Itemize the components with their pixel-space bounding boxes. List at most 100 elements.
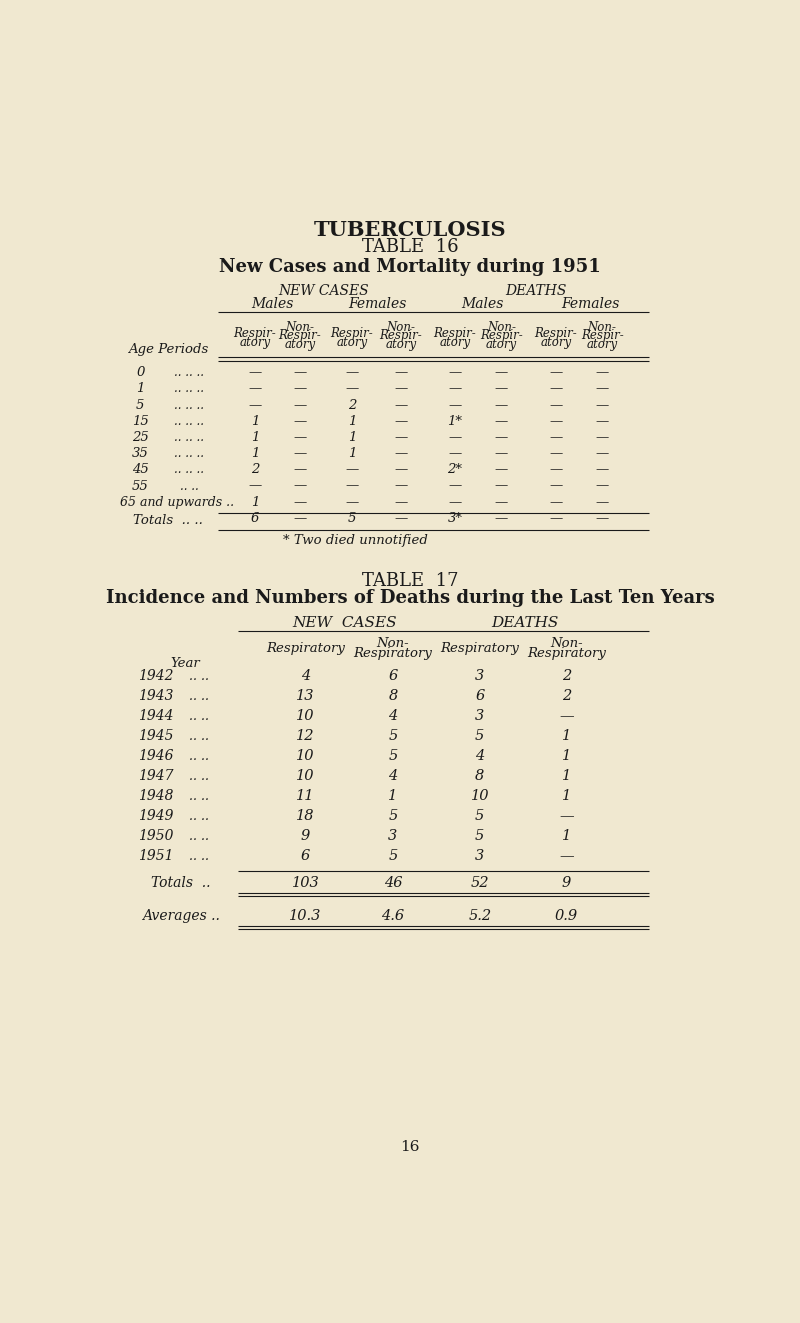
Text: Males: Males bbox=[462, 298, 504, 311]
Text: —: — bbox=[448, 366, 462, 380]
Text: 5.2: 5.2 bbox=[468, 909, 491, 922]
Text: 5: 5 bbox=[475, 810, 484, 823]
Text: 1950: 1950 bbox=[138, 830, 174, 843]
Text: 1949: 1949 bbox=[138, 810, 174, 823]
Text: —: — bbox=[248, 382, 262, 396]
Text: 1: 1 bbox=[251, 496, 259, 508]
Text: —: — bbox=[595, 463, 609, 476]
Text: .. ..: .. .. bbox=[189, 709, 210, 722]
Text: TUBERCULOSIS: TUBERCULOSIS bbox=[314, 220, 506, 239]
Text: 12: 12 bbox=[296, 729, 314, 744]
Text: atory: atory bbox=[486, 337, 517, 351]
Text: 3: 3 bbox=[475, 709, 484, 724]
Text: —: — bbox=[294, 512, 306, 525]
Text: 16: 16 bbox=[400, 1139, 420, 1154]
Text: —: — bbox=[394, 496, 407, 508]
Text: 10: 10 bbox=[296, 749, 314, 763]
Text: —: — bbox=[549, 479, 562, 492]
Text: Females: Females bbox=[348, 298, 406, 311]
Text: —: — bbox=[595, 512, 609, 525]
Text: 5: 5 bbox=[388, 729, 398, 744]
Text: —: — bbox=[595, 382, 609, 396]
Text: —: — bbox=[595, 496, 609, 508]
Text: 25: 25 bbox=[132, 431, 149, 445]
Text: —: — bbox=[549, 431, 562, 445]
Text: —: — bbox=[495, 512, 508, 525]
Text: —: — bbox=[294, 447, 306, 460]
Text: Respir-: Respir- bbox=[581, 329, 623, 343]
Text: —: — bbox=[549, 496, 562, 508]
Text: —: — bbox=[495, 366, 508, 380]
Text: Respiratory: Respiratory bbox=[440, 642, 519, 655]
Text: 1: 1 bbox=[251, 447, 259, 460]
Text: 2: 2 bbox=[562, 689, 571, 704]
Text: .. .. ..: .. .. .. bbox=[174, 431, 204, 445]
Text: 1947: 1947 bbox=[138, 769, 174, 783]
Text: 1: 1 bbox=[562, 769, 571, 783]
Text: —: — bbox=[448, 398, 462, 411]
Text: Respir-: Respir- bbox=[330, 327, 374, 340]
Text: .. ..: .. .. bbox=[189, 770, 210, 783]
Text: —: — bbox=[394, 366, 407, 380]
Text: 5: 5 bbox=[348, 512, 356, 525]
Text: —: — bbox=[346, 496, 358, 508]
Text: NEW  CASES: NEW CASES bbox=[292, 617, 397, 630]
Text: Respiratory: Respiratory bbox=[354, 647, 432, 660]
Text: 6: 6 bbox=[475, 689, 484, 704]
Text: —: — bbox=[495, 382, 508, 396]
Text: 1*: 1* bbox=[447, 415, 462, 427]
Text: —: — bbox=[248, 398, 262, 411]
Text: —: — bbox=[394, 447, 407, 460]
Text: —: — bbox=[495, 447, 508, 460]
Text: Respir-: Respir- bbox=[278, 329, 322, 343]
Text: atory: atory bbox=[239, 336, 270, 348]
Text: 5: 5 bbox=[388, 810, 398, 823]
Text: —: — bbox=[549, 463, 562, 476]
Text: 1: 1 bbox=[348, 431, 356, 445]
Text: 1: 1 bbox=[251, 431, 259, 445]
Text: 1: 1 bbox=[562, 790, 571, 803]
Text: —: — bbox=[394, 431, 407, 445]
Text: —: — bbox=[346, 463, 358, 476]
Text: .. .. ..: .. .. .. bbox=[174, 366, 204, 380]
Text: —: — bbox=[448, 447, 462, 460]
Text: Totals  ..: Totals .. bbox=[151, 876, 210, 889]
Text: —: — bbox=[595, 398, 609, 411]
Text: .. ..: .. .. bbox=[189, 750, 210, 763]
Text: Males: Males bbox=[251, 298, 294, 311]
Text: .. ..: .. .. bbox=[189, 810, 210, 823]
Text: atory: atory bbox=[385, 337, 416, 351]
Text: —: — bbox=[495, 431, 508, 445]
Text: * Two died unnotified: * Two died unnotified bbox=[283, 534, 428, 548]
Text: 3: 3 bbox=[475, 669, 484, 683]
Text: Non-: Non- bbox=[487, 321, 516, 333]
Text: —: — bbox=[394, 479, 407, 492]
Text: —: — bbox=[559, 810, 574, 823]
Text: .. ..: .. .. bbox=[189, 730, 210, 742]
Text: —: — bbox=[595, 479, 609, 492]
Text: .. ..: .. .. bbox=[180, 479, 198, 492]
Text: .. .. ..: .. .. .. bbox=[174, 415, 204, 427]
Text: 6: 6 bbox=[251, 512, 259, 525]
Text: TABLE  17: TABLE 17 bbox=[362, 572, 458, 590]
Text: 5: 5 bbox=[475, 729, 484, 744]
Text: .. ..: .. .. bbox=[189, 669, 210, 683]
Text: 46: 46 bbox=[384, 876, 402, 889]
Text: 55: 55 bbox=[132, 479, 149, 492]
Text: —: — bbox=[448, 431, 462, 445]
Text: Non-: Non- bbox=[550, 638, 583, 651]
Text: atory: atory bbox=[439, 336, 470, 348]
Text: .. ..: .. .. bbox=[189, 790, 210, 803]
Text: —: — bbox=[595, 415, 609, 427]
Text: 3: 3 bbox=[475, 849, 484, 864]
Text: 1946: 1946 bbox=[138, 749, 174, 763]
Text: —: — bbox=[294, 366, 306, 380]
Text: 5: 5 bbox=[388, 849, 398, 864]
Text: —: — bbox=[549, 382, 562, 396]
Text: Non-: Non- bbox=[377, 638, 410, 651]
Text: Respiratory: Respiratory bbox=[266, 642, 345, 655]
Text: .. ..: .. .. bbox=[189, 830, 210, 843]
Text: 1951: 1951 bbox=[138, 849, 174, 864]
Text: Respir-: Respir- bbox=[379, 329, 422, 343]
Text: 1942: 1942 bbox=[138, 669, 174, 683]
